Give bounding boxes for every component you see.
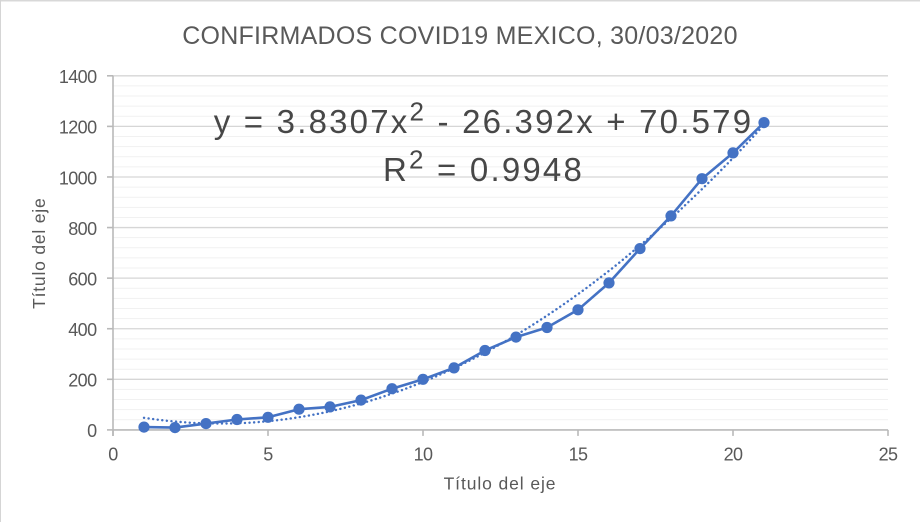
svg-text:25: 25 [879,444,898,464]
svg-text:800: 800 [68,219,97,239]
svg-text:y = 3.8307x2 - 26.392x + 70.57: y = 3.8307x2 - 26.392x + 70.579 [214,96,754,140]
svg-text:200: 200 [68,371,97,391]
svg-text:1000: 1000 [59,168,97,188]
svg-text:0: 0 [87,421,97,441]
svg-text:10: 10 [414,444,433,464]
svg-text:15: 15 [569,444,588,464]
svg-text:Título del eje: Título del eje [29,197,49,308]
svg-text:1200: 1200 [59,118,97,138]
svg-text:CONFIRMADOS COVID19 MEXICO, 30: CONFIRMADOS COVID19 MEXICO, 30/03/2020 [182,22,738,50]
svg-text:600: 600 [68,269,97,289]
svg-text:400: 400 [68,320,97,340]
svg-text:5: 5 [263,444,273,464]
svg-text:0: 0 [108,444,118,464]
svg-text:Título del eje: Título del eje [444,474,557,494]
svg-text:1400: 1400 [59,67,97,87]
svg-text:20: 20 [724,444,743,464]
